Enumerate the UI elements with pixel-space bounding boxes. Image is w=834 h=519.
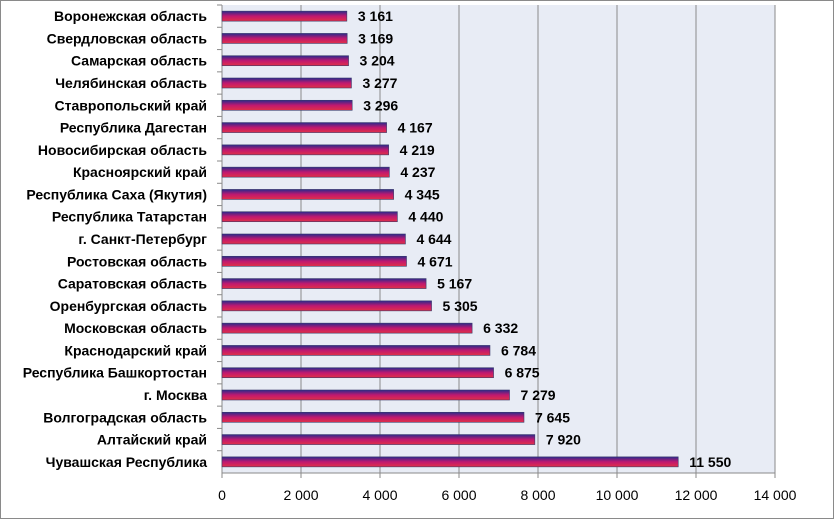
category-label: Красноярский край bbox=[73, 164, 207, 180]
value-label: 3 277 bbox=[362, 75, 397, 91]
value-label: 5 167 bbox=[437, 276, 472, 292]
bar bbox=[221, 55, 349, 67]
x-tick-label: 10 000 bbox=[596, 487, 639, 503]
bar bbox=[221, 233, 406, 245]
category-label: Ростовская область bbox=[67, 253, 207, 269]
category-label: Республика Башкортостан bbox=[23, 365, 207, 381]
x-tick-label: 4 000 bbox=[362, 487, 397, 503]
bar bbox=[221, 166, 390, 178]
value-label: 6 784 bbox=[501, 342, 536, 358]
x-tick-label: 6 000 bbox=[441, 487, 476, 503]
bar bbox=[221, 345, 491, 356]
bars bbox=[221, 10, 679, 468]
value-label: 7 279 bbox=[521, 387, 556, 403]
bar bbox=[221, 322, 473, 334]
value-label: 4 440 bbox=[408, 209, 443, 225]
bar bbox=[221, 122, 387, 133]
value-label: 11 550 bbox=[689, 454, 731, 470]
value-label: 4 237 bbox=[400, 164, 435, 180]
bar bbox=[221, 389, 510, 401]
category-label: Оренбургская область bbox=[50, 298, 208, 314]
value-label: 3 296 bbox=[363, 97, 398, 113]
category-label: г. Москва bbox=[144, 387, 207, 403]
value-label: 4 345 bbox=[405, 186, 440, 202]
value-label: 7 645 bbox=[535, 409, 570, 425]
category-label: Московская область bbox=[64, 320, 207, 336]
category-label: г. Санкт-Петербург bbox=[78, 231, 207, 247]
value-label: 5 305 bbox=[443, 298, 478, 314]
category-label: Республика Татарстан bbox=[52, 209, 207, 225]
bar bbox=[221, 456, 679, 468]
value-label: 6 332 bbox=[483, 320, 518, 336]
category-label: Республика Дагестан bbox=[60, 120, 207, 136]
bar bbox=[221, 300, 432, 312]
bar bbox=[221, 33, 348, 44]
value-label: 7 920 bbox=[546, 432, 581, 448]
bar bbox=[221, 367, 494, 379]
value-label: 4 219 bbox=[400, 142, 435, 158]
bar bbox=[221, 189, 394, 200]
bar bbox=[221, 278, 427, 289]
x-tick-label: 8 000 bbox=[520, 487, 555, 503]
labels: 0 2 000 4 000 6 000 8 000 10 000 12 000 14 000 В… bbox=[23, 8, 797, 503]
category-label: Новосибирская область bbox=[38, 142, 207, 158]
category-label: Воронежская область bbox=[54, 8, 207, 24]
bar bbox=[221, 434, 536, 445]
category-label: Волгоградская область bbox=[43, 409, 207, 425]
category-label: Самарская область bbox=[71, 53, 207, 69]
x-tick-label: 12 000 bbox=[675, 487, 718, 503]
value-label: 3 161 bbox=[358, 8, 393, 24]
bar bbox=[221, 211, 398, 223]
value-label: 4 671 bbox=[418, 253, 453, 269]
category-label: Чувашская Республика bbox=[46, 454, 208, 470]
value-label: 4 167 bbox=[398, 120, 433, 136]
x-tick-label: 0 bbox=[218, 487, 226, 503]
category-label: Саратовская область bbox=[58, 276, 208, 292]
category-label: Республика Саха (Якутия) bbox=[26, 186, 207, 202]
x-tick-label: 14 000 bbox=[754, 487, 797, 503]
category-label: Свердловская область bbox=[47, 30, 208, 46]
value-label: 3 169 bbox=[358, 30, 393, 46]
category-label: Алтайский край bbox=[97, 432, 207, 448]
category-label: Ставропольский край bbox=[55, 97, 207, 113]
x-tick-label: 2 000 bbox=[283, 487, 318, 503]
category-label: Челябинская область bbox=[55, 75, 207, 91]
bar bbox=[221, 77, 352, 89]
value-label: 6 875 bbox=[505, 365, 540, 381]
value-label: 4 644 bbox=[416, 231, 451, 247]
bar bbox=[221, 411, 525, 423]
value-label: 3 204 bbox=[360, 53, 395, 69]
bar bbox=[221, 99, 353, 111]
bar bbox=[221, 144, 389, 156]
bar bbox=[221, 10, 348, 22]
category-label: Краснодарский край bbox=[64, 342, 207, 358]
bar bbox=[221, 255, 407, 267]
